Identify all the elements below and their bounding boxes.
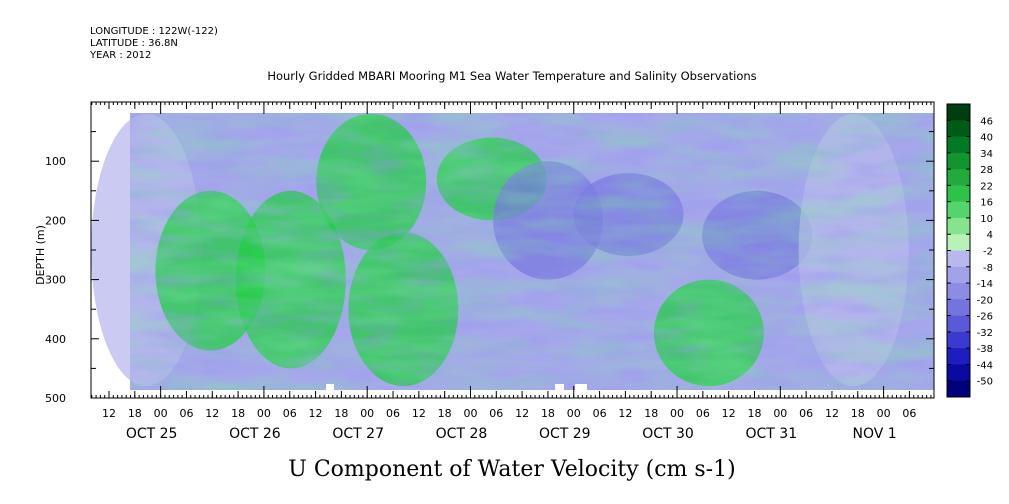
header-info: LONGITUDE : 122W(-122) LATITUDE : 36.8N …: [89, 26, 218, 61]
x-tick-label: 18: [851, 407, 865, 420]
x-tick-label: 18: [748, 407, 762, 420]
x-tick-label: 00: [567, 407, 581, 420]
colorbar-label: -50: [977, 377, 993, 388]
x-tick-label: 18: [231, 407, 245, 420]
colorbar-label: -2: [983, 247, 993, 258]
x-date-label: OCT 31: [746, 426, 798, 442]
y-tick-label: 300: [45, 274, 66, 287]
colorbar-swatch: [947, 201, 970, 219]
x-axis-title: U Component of Water Velocity (cm s-1): [288, 457, 735, 482]
x-tick-label: 00: [360, 407, 374, 420]
x-date-label: OCT 25: [126, 426, 178, 442]
x-tick-label: 00: [877, 407, 891, 420]
x-tick-label: 00: [773, 407, 787, 420]
x-tick-label: 12: [825, 407, 839, 420]
longitude-label: LONGITUDE : 122W(-122): [90, 26, 218, 37]
chart-title: Hourly Gridded MBARI Mooring M1 Sea Wate…: [267, 69, 756, 83]
x-date-label: OCT 26: [229, 426, 281, 442]
x-tick-label: 18: [334, 407, 348, 420]
colorbar-label: -14: [977, 279, 993, 290]
colorbar-swatch: [947, 266, 970, 284]
x-tick-label: 12: [618, 407, 632, 420]
x-tick-label: 18: [541, 407, 555, 420]
colorbar-swatch: [947, 250, 970, 268]
colorbar-swatch: [947, 152, 970, 170]
colorbar-swatch: [947, 299, 970, 317]
x-tick-label: 18: [644, 407, 658, 420]
colorbar-label: -26: [977, 312, 993, 323]
colorbar: 46 40 34 28 22 16 10 4 -2 -8 -14 -20 -26 -32 -38 -44 -50: [946, 103, 993, 398]
colorbar-swatch: [947, 104, 970, 121]
x-tick-label: 12: [722, 407, 736, 420]
x-date-label: NOV 1: [853, 426, 897, 442]
colorbar-swatch: [947, 283, 970, 300]
x-tick-label: 12: [102, 407, 116, 420]
colorbar-label: 40: [980, 133, 993, 144]
colorbar-label: -32: [977, 328, 993, 339]
x-tick-label: 06: [179, 407, 193, 420]
colorbar-swatch: [947, 217, 970, 235]
x-tick-label: 12: [205, 407, 219, 420]
missing-data-gap: [555, 384, 564, 390]
missing-data-gap: [326, 384, 334, 390]
colorbar-swatch: [947, 315, 970, 333]
colorbar-swatch: [947, 136, 970, 154]
colorbar-label: 28: [980, 165, 993, 176]
x-tick-label: 12: [515, 407, 529, 420]
x-tick-label: 06: [799, 407, 813, 420]
x-tick-label: 06: [386, 407, 400, 420]
x-tick-label: 18: [438, 407, 452, 420]
x-date-label: OCT 28: [436, 426, 488, 442]
x-tick-label: 06: [902, 407, 916, 420]
x-tick-label: 06: [696, 407, 710, 420]
x-tick-label: 00: [154, 407, 168, 420]
colorbar-label: 22: [980, 181, 993, 192]
x-tick-label: 00: [463, 407, 477, 420]
y-axis-label: DEPTH (m): [34, 225, 47, 285]
year-label: YEAR : 2012: [89, 50, 151, 61]
colorbar-swatch: [947, 169, 970, 186]
x-date-label: OCT 27: [332, 426, 384, 442]
colorbar-swatch: [947, 120, 970, 138]
colorbar-label: -44: [977, 360, 993, 371]
x-tick-label: 12: [412, 407, 426, 420]
colorbar-swatch: [947, 380, 970, 398]
colorbar-swatch: [947, 331, 970, 349]
x-tick-label: 06: [593, 407, 607, 420]
x-tick-label: 06: [489, 407, 503, 420]
colorbar-swatch: [947, 364, 970, 382]
x-tick-label: 00: [257, 407, 271, 420]
x-tick-label: 06: [283, 407, 297, 420]
y-tick-label: 200: [45, 214, 66, 227]
colorbar-swatch: [947, 348, 970, 365]
colorbar-label: 46: [980, 116, 993, 127]
field-texture-green: [130, 113, 934, 390]
colorbar-swatch: [947, 234, 970, 251]
x-tick-label: 12: [309, 407, 323, 420]
x-tick-label: 18: [128, 407, 142, 420]
x-date-label: OCT 30: [642, 426, 694, 442]
colorbar-label: -20: [977, 295, 993, 306]
latitude-label: LATITUDE : 36.8N: [90, 38, 178, 49]
axes: 100 200 300 400 500 12 18 00 06 12 18 00 06 12 18 00 06 1…: [45, 102, 934, 442]
y-tick-label: 400: [45, 333, 66, 346]
y-tick-label: 100: [45, 155, 66, 168]
heatmap-field: [91, 113, 934, 390]
x-tick-label: 00: [670, 407, 684, 420]
colorbar-label: -38: [977, 344, 993, 355]
colorbar-label: 4: [987, 230, 993, 241]
colorbar-label: 34: [980, 149, 993, 160]
x-date-label: OCT 29: [539, 426, 591, 442]
missing-data-gap: [575, 384, 587, 390]
colorbar-label: 10: [980, 214, 993, 225]
colorbar-label: 16: [980, 198, 993, 209]
colorbar-swatch: [947, 185, 970, 203]
y-tick-label: 500: [45, 392, 66, 405]
colorbar-label: -8: [983, 263, 993, 274]
